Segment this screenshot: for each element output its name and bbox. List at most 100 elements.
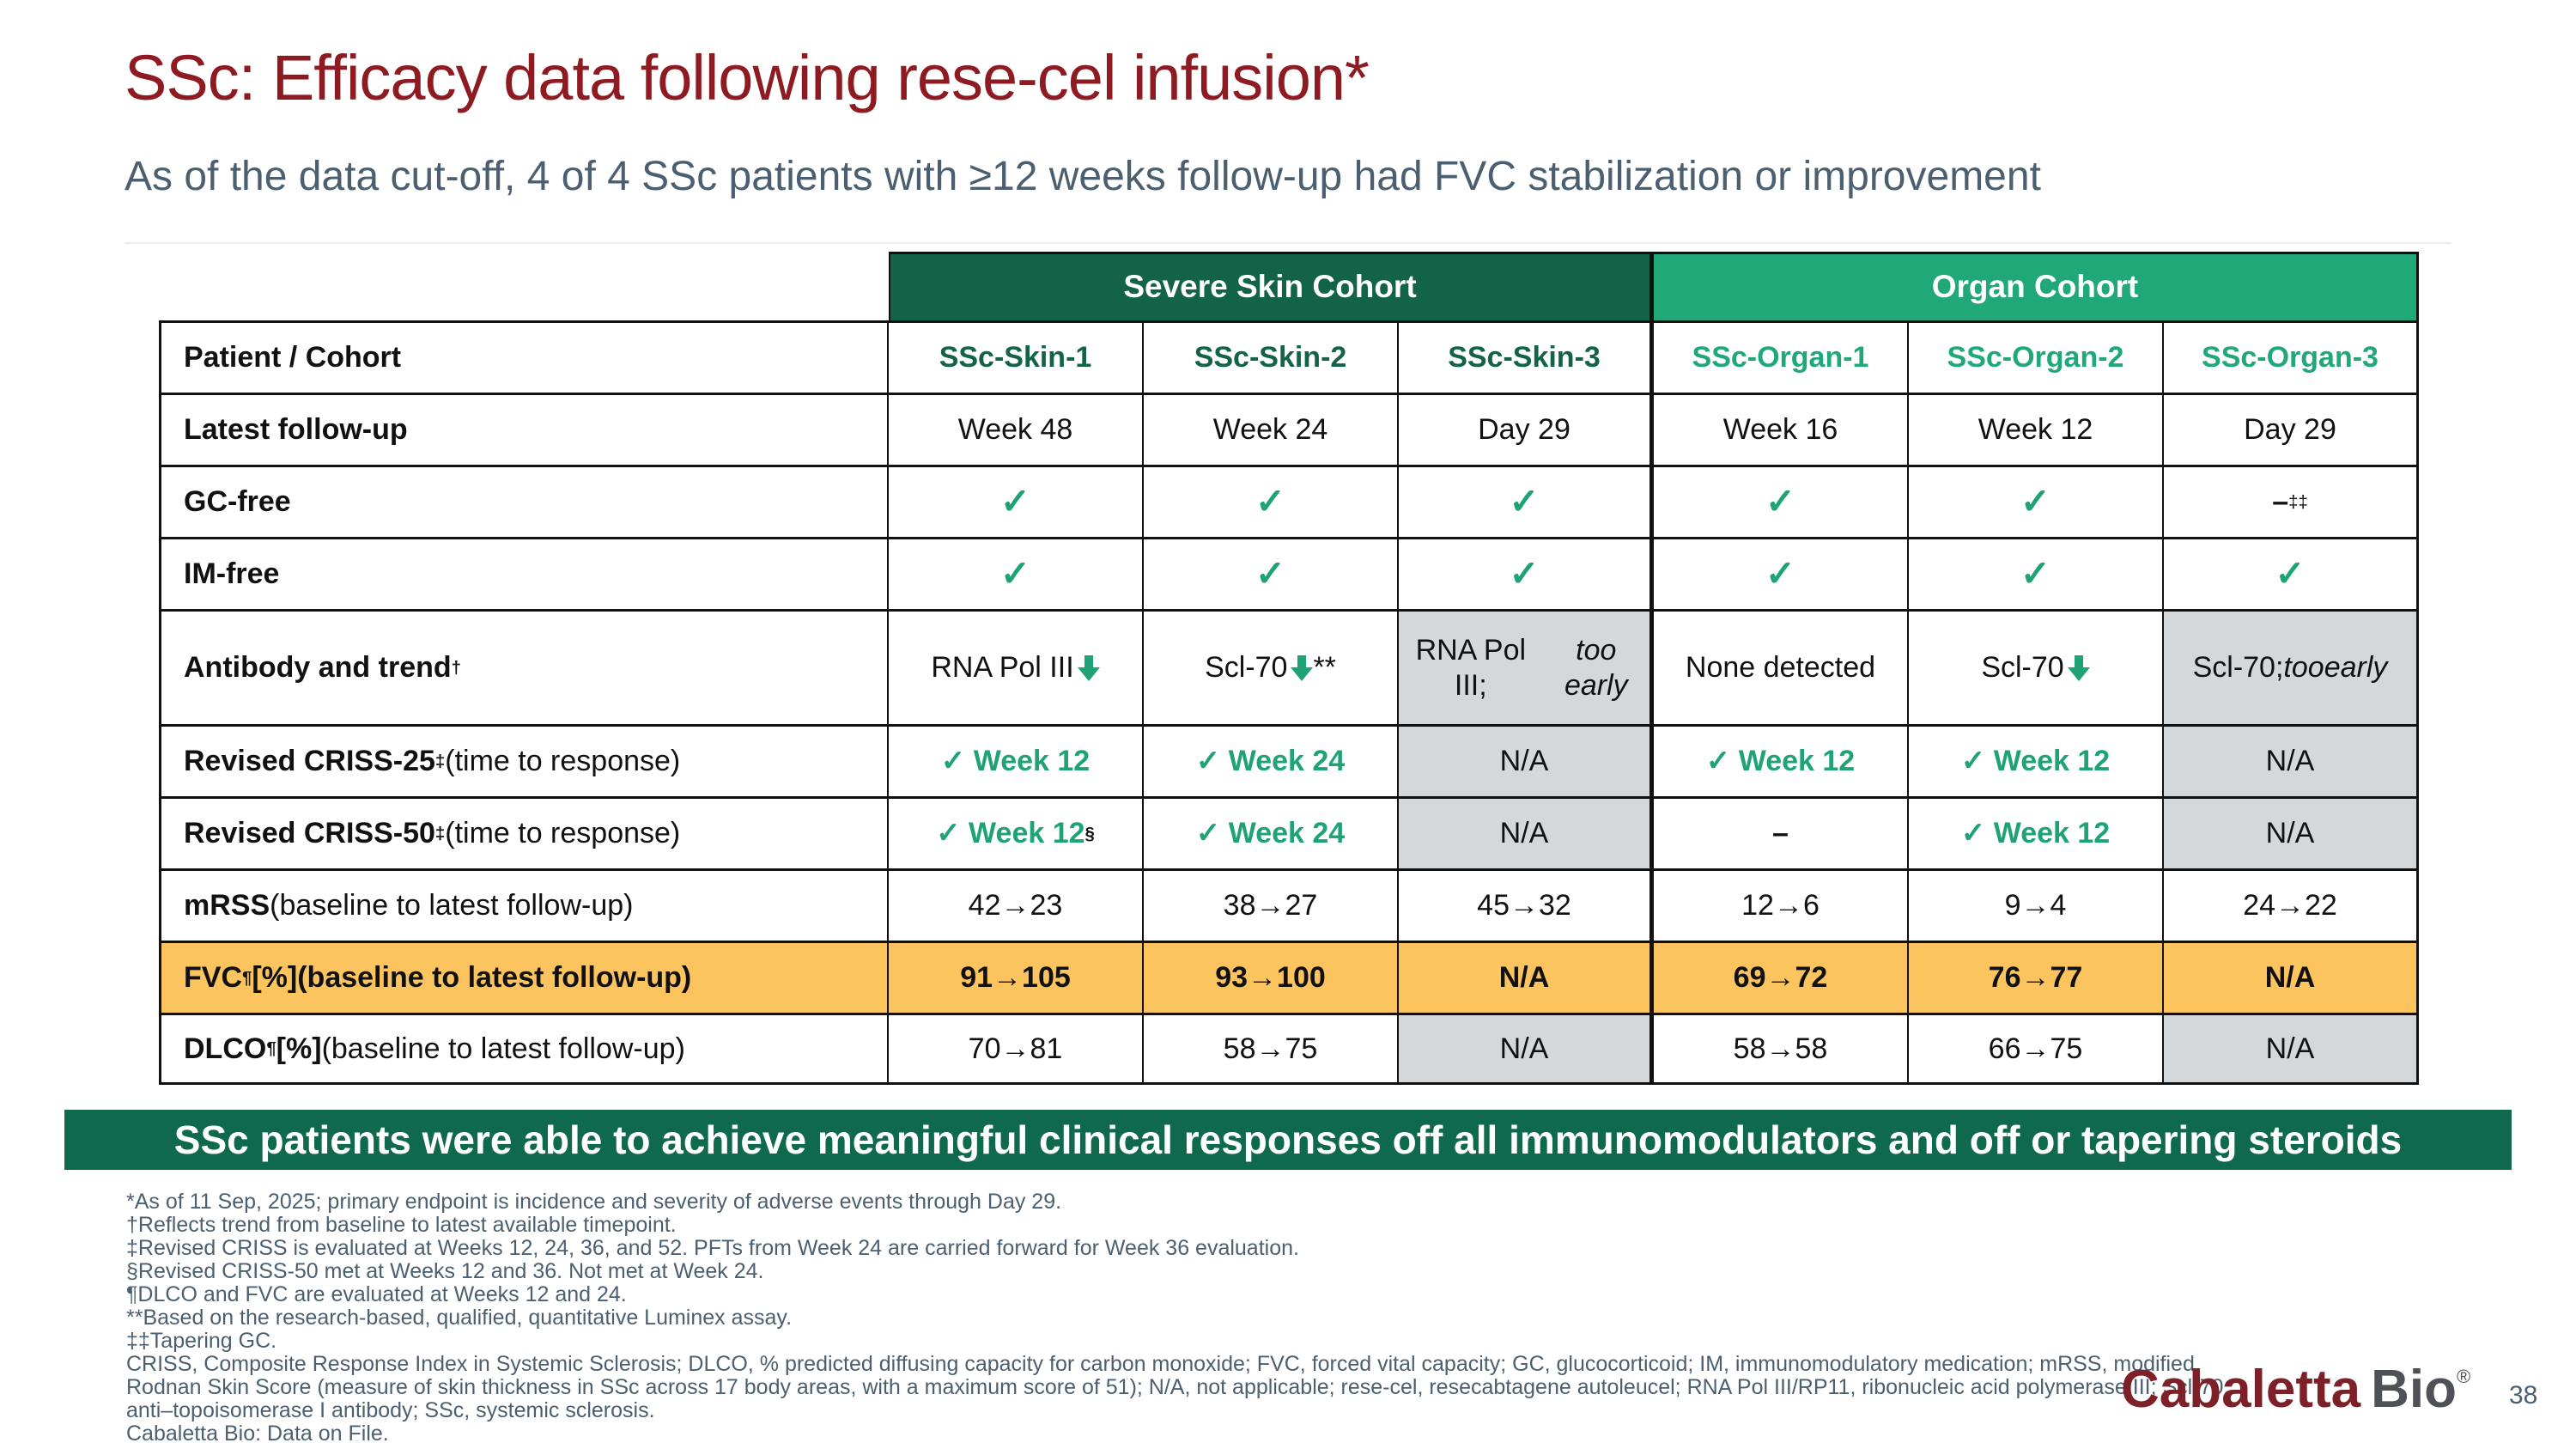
- efficacy-table: Severe Skin Cohort Organ Cohort Patient / …: [159, 252, 2419, 1085]
- cell-fvc-col2: 93→100: [1144, 941, 1399, 1013]
- cell-text: [%]: [276, 1032, 322, 1065]
- trend-down-arrow-icon: [1077, 654, 1100, 681]
- cell-text: Scl-70: [1205, 651, 1288, 685]
- cell-text: Day 29: [2244, 413, 2336, 447]
- footnote-line: †Reflects trend from baseline to latest …: [126, 1213, 677, 1237]
- cell-im-free-col2: ✓: [1144, 537, 1399, 609]
- cell-text: N/A: [2265, 745, 2315, 778]
- cell-text: 58→58: [1733, 1032, 1828, 1065]
- cell-revised-criss-50-col5: ✓ Week 12: [1909, 796, 2164, 868]
- cell-revised-criss-50-col4: –: [1654, 796, 1909, 868]
- cell-text: 76→77: [1988, 961, 2083, 995]
- checkmark-icon: ✓: [1509, 481, 1540, 522]
- trend-down-arrow-icon: [2067, 654, 2090, 681]
- footnote-line: anti–topoisomerase I antibody; SSc, syst…: [126, 1398, 655, 1422]
- cell-text: too early: [1564, 633, 1628, 702]
- cell-dlco-col2: 58→75: [1144, 1013, 1399, 1085]
- table-corner-blank: [159, 252, 889, 320]
- trend-down-arrow-icon: [1291, 654, 1314, 681]
- footnote-line: *As of 11 Sep, 2025; primary endpoint is…: [126, 1190, 1062, 1214]
- cell-gc-free-col3: ✓: [1399, 465, 1654, 537]
- cell-text: Scl-70;: [2192, 651, 2284, 685]
- checkmark-icon: ✓: [1255, 481, 1286, 522]
- cell-text: N/A: [1499, 817, 1549, 850]
- row-label-gc-free: GC-free: [159, 465, 889, 537]
- cell-text: (baseline to latest follow-up): [321, 1032, 685, 1065]
- cell-text: N/A: [2265, 817, 2315, 850]
- cell-text: Week 16: [1722, 413, 1838, 447]
- cohort-header-organ: Organ Cohort: [1654, 252, 2419, 320]
- cell-text: Antibody and trend: [184, 651, 452, 685]
- cell-fvc-col6: N/A: [2164, 941, 2419, 1013]
- cell-text: DLCO: [184, 1032, 267, 1065]
- cell-text: Week 24: [1212, 413, 1328, 447]
- cell-text: N/A: [2265, 1032, 2315, 1065]
- cell-fvc-col1: 91→105: [889, 941, 1144, 1013]
- row-label-dlco: DLCO ¶ [%] (baseline to latest follow-up): [159, 1013, 889, 1085]
- cell-dlco-col1: 70→81: [889, 1013, 1144, 1085]
- cell-text: 91→105: [960, 961, 1071, 995]
- efficacy-table-grid: Severe Skin Cohort Organ Cohort Patient / …: [159, 252, 2419, 1085]
- cell-im-free-col6: ✓: [2164, 537, 2419, 609]
- cell-text: ✓ Week 12: [1960, 745, 2111, 778]
- cell-text: GC-free: [184, 485, 291, 519]
- row-label-revised-criss-50: Revised CRISS-50 ‡ (time to response): [159, 796, 889, 868]
- cell-latest-follow-up-col1: Week 48: [889, 393, 1144, 465]
- checkmark-icon: ✓: [1509, 553, 1540, 594]
- registered-trademark-icon: ®: [2456, 1366, 2471, 1387]
- cell-text: (baseline to latest follow-up): [297, 961, 692, 995]
- footnote-line: Cabaletta Bio: Data on File.: [126, 1422, 389, 1446]
- footnote-line: CRISS, Composite Response Index in Syste…: [126, 1352, 2195, 1376]
- row-label-revised-criss-25: Revised CRISS-25 ‡ (time to response): [159, 724, 889, 796]
- cell-text: –: [1772, 817, 1789, 850]
- checkmark-icon: ✓: [999, 553, 1031, 594]
- column-header-ssc-organ-3: SSc-Organ-3: [2164, 320, 2419, 393]
- cell-antibody-and-trend-col3: RNA Pol III; too early: [1399, 609, 1654, 724]
- cell-revised-criss-50-col1: ✓ Week 12 §: [889, 796, 1144, 868]
- cell-text: –: [2272, 485, 2289, 519]
- cell-antibody-and-trend-col4: None detected: [1654, 609, 1909, 724]
- cell-text: early: [2324, 651, 2388, 685]
- footnote-line: Rodnan Skin Score (measure of skin thick…: [126, 1375, 2230, 1399]
- cell-text: Day 29: [1478, 413, 1571, 447]
- cell-text: N/A: [1499, 745, 1549, 778]
- cell-revised-criss-25-col4: ✓ Week 12: [1654, 724, 1909, 796]
- column-header-ssc-organ-2: SSc-Organ-2: [1909, 320, 2164, 393]
- slide-subtitle: As of the data cut-off, 4 of 4 SSc patie…: [125, 154, 2041, 199]
- cell-text: N/A: [1498, 961, 1550, 995]
- cell-text: 45→32: [1477, 889, 1571, 922]
- cell-mrss-col1: 42→23: [889, 868, 1144, 941]
- logo-word-bio: Bio: [2371, 1360, 2457, 1419]
- checkmark-icon: ✓: [2020, 481, 2051, 522]
- page-number: 38: [2509, 1381, 2538, 1409]
- cell-text: 38→27: [1223, 889, 1318, 922]
- cohort-header-severe-skin: Severe Skin Cohort: [889, 252, 1654, 320]
- footnote-line: ¶DLCO and FVC are evaluated at Weeks 12 …: [126, 1282, 627, 1306]
- cell-revised-criss-25-col1: ✓ Week 12: [889, 724, 1144, 796]
- cell-text: RNA Pol III;: [1415, 633, 1527, 702]
- cell-dlco-col4: 58→58: [1654, 1013, 1909, 1085]
- cell-text: Week 12: [1978, 413, 2093, 447]
- cell-text: ✓ Week 12: [936, 817, 1085, 850]
- cell-latest-follow-up-col3: Day 29: [1399, 393, 1654, 465]
- cell-im-free-col3: ✓: [1399, 537, 1654, 609]
- cell-text: (baseline to latest follow-up): [270, 889, 634, 922]
- row-label-antibody-and-trend: Antibody and trend †: [159, 609, 889, 724]
- cell-text: 12→6: [1741, 889, 1820, 922]
- checkmark-icon: ✓: [1765, 553, 1796, 594]
- cell-text: 9→4: [2004, 889, 2067, 922]
- checkmark-icon: ✓: [1765, 481, 1796, 522]
- cell-text: 42→23: [968, 889, 1063, 922]
- cell-revised-criss-50-col6: N/A: [2164, 796, 2419, 868]
- cell-text: **: [1313, 651, 1336, 685]
- cell-text: mRSS: [184, 889, 270, 922]
- cell-text: (time to response): [445, 817, 681, 850]
- cell-mrss-col5: 9→4: [1909, 868, 2164, 941]
- footnote-line: ‡‡Tapering GC.: [126, 1329, 277, 1353]
- cell-gc-free-col2: ✓: [1144, 465, 1399, 537]
- footnote-line: §Revised CRISS-50 met at Weeks 12 and 36…: [126, 1259, 764, 1283]
- checkmark-icon: ✓: [1255, 553, 1286, 594]
- cell-latest-follow-up-col5: Week 12: [1909, 393, 2164, 465]
- cell-revised-criss-25-col3: N/A: [1399, 724, 1654, 796]
- cell-revised-criss-25-col6: N/A: [2164, 724, 2419, 796]
